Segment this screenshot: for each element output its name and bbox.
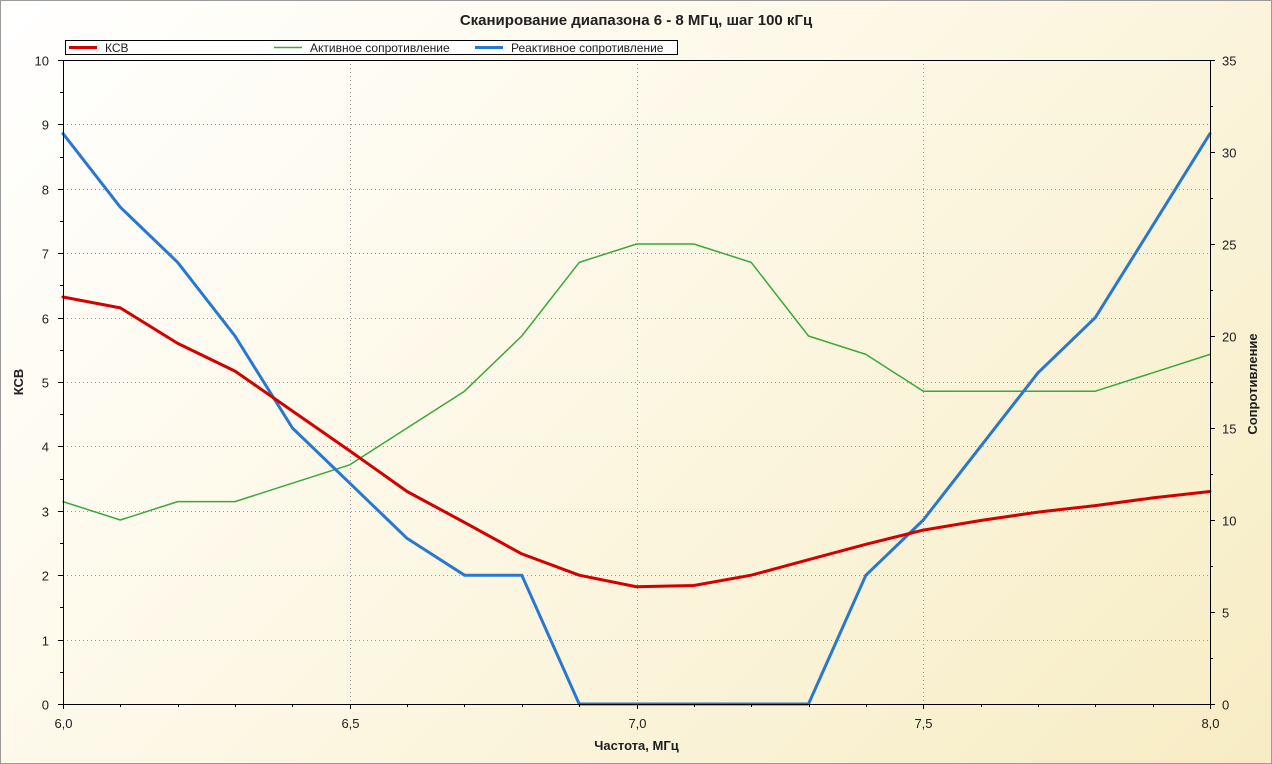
y2-tick-label: 25 <box>1222 238 1236 253</box>
legend-label-2: Активное сопротивление <box>310 41 450 55</box>
y-tick-label: 0 <box>42 698 49 713</box>
y2-tick-label: 5 <box>1222 606 1229 621</box>
y-tick-label: 8 <box>42 183 49 198</box>
legend-box <box>65 40 678 55</box>
series-layer <box>61 132 1212 706</box>
x-tick-label: 8,0 <box>1201 716 1219 731</box>
axes: 0 1 2 3 4 5 6 7 8 9 10 0 5 10 15 20 25 30 35 6,0 6,5 7,0 7,5 8,… <box>35 54 1237 732</box>
x-tick-label: 6,5 <box>341 716 359 731</box>
y-tick-label: 10 <box>35 54 49 69</box>
y-tick-label: 9 <box>42 118 49 133</box>
y2-tick-label: 30 <box>1222 146 1236 161</box>
x-tick-label: 7,0 <box>628 716 646 731</box>
x-tick-label: 7,5 <box>914 716 932 731</box>
x-tick-label: 6,0 <box>54 716 72 731</box>
series-line-3 <box>61 132 1212 706</box>
y2-tick-label: 35 <box>1222 54 1236 69</box>
chart-title: Сканирование диапазона 6 - 8 МГц, шаг 10… <box>460 12 813 29</box>
series-line-2 <box>62 243 1211 521</box>
x-axis-title: Частота, МГц <box>594 738 678 753</box>
legend: КСВ Активное сопротивление Реактивное сопр… <box>65 40 678 55</box>
grid-lines <box>63 60 1210 704</box>
y-tick-label: 2 <box>42 569 49 584</box>
y2-tick-label: 15 <box>1222 422 1236 437</box>
y-tick-label: 6 <box>42 312 49 327</box>
y2-tick-label: 20 <box>1222 330 1236 345</box>
y-tick-label: 4 <box>42 440 49 455</box>
y-tick-label: 7 <box>42 247 49 262</box>
y-tick-label: 5 <box>42 376 49 391</box>
y-tick-label: 1 <box>42 634 49 649</box>
legend-label-3: Реактивное сопротивление <box>511 41 664 55</box>
y2-axis-title: Сопротивление <box>1245 333 1260 434</box>
y2-tick-label: 10 <box>1222 514 1236 529</box>
y-axis-title: КСВ <box>11 369 26 396</box>
series-line-1 <box>61 295 1212 589</box>
legend-label-1: КСВ <box>105 41 129 55</box>
y2-tick-label: 0 <box>1222 698 1229 713</box>
y-tick-label: 3 <box>42 505 49 520</box>
